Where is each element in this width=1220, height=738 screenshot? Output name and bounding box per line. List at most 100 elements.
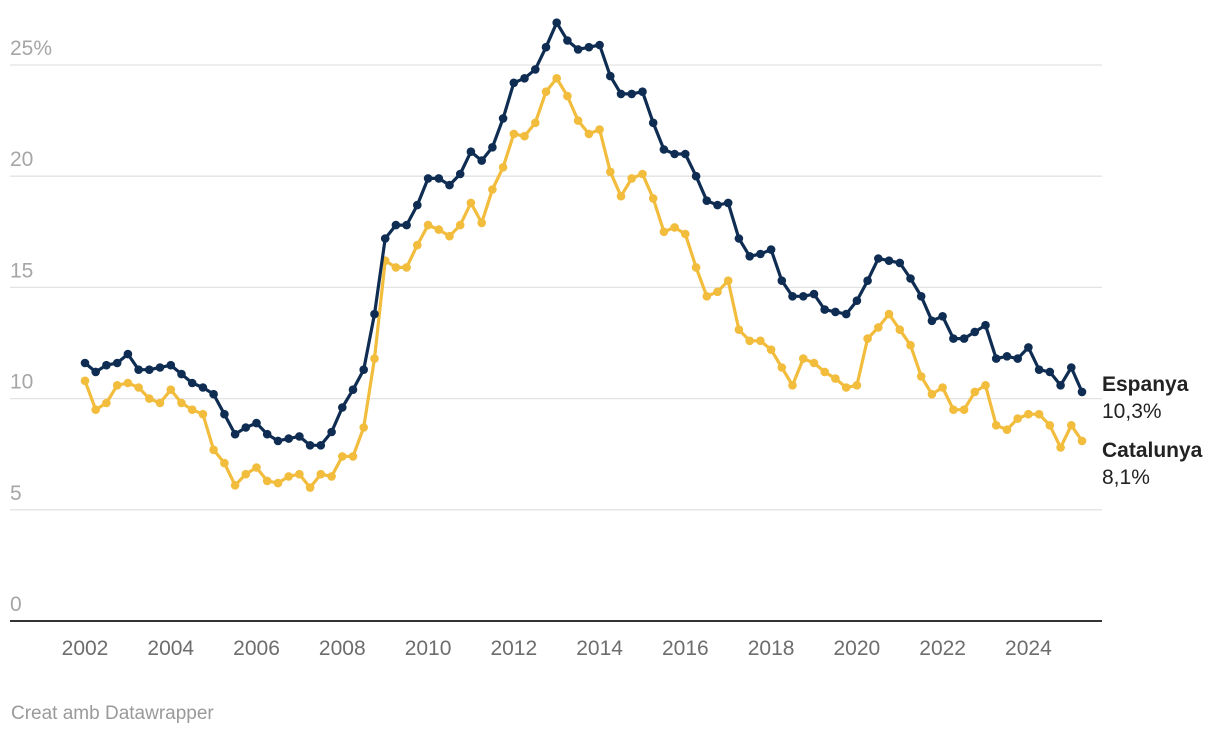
point-espanya-88[interactable] — [1024, 343, 1033, 352]
point-espanya-54[interactable] — [659, 145, 669, 154]
point-espanya-66[interactable] — [788, 292, 797, 301]
point-espanya-64[interactable] — [766, 245, 776, 254]
point-catalunya-67[interactable] — [799, 354, 808, 363]
point-catalunya-38[interactable] — [488, 185, 497, 194]
point-catalunya-30[interactable] — [402, 263, 411, 272]
point-espanya-51[interactable] — [627, 89, 636, 99]
point-catalunya-31[interactable] — [413, 240, 422, 250]
point-catalunya-65[interactable] — [777, 363, 787, 372]
point-catalunya-90[interactable] — [1045, 421, 1055, 430]
point-catalunya-51[interactable] — [627, 174, 636, 183]
point-catalunya-20[interactable] — [295, 469, 304, 479]
point-catalunya-60[interactable] — [723, 276, 733, 286]
point-catalunya-91[interactable] — [1056, 443, 1065, 452]
point-catalunya-75[interactable] — [884, 309, 894, 319]
point-catalunya-22[interactable] — [316, 469, 326, 479]
point-catalunya-73[interactable] — [863, 334, 872, 343]
point-espanya-52[interactable] — [638, 87, 647, 96]
point-espanya-24[interactable] — [338, 403, 347, 412]
point-espanya-68[interactable] — [809, 289, 819, 299]
point-espanya-28[interactable] — [380, 234, 390, 243]
point-espanya-23[interactable] — [327, 427, 336, 437]
point-espanya-25[interactable] — [348, 385, 358, 395]
point-catalunya-66[interactable] — [788, 381, 797, 390]
point-catalunya-78[interactable] — [916, 372, 926, 381]
point-catalunya-4[interactable] — [123, 378, 133, 388]
point-espanya-43[interactable] — [541, 42, 551, 52]
point-catalunya-34[interactable] — [445, 231, 454, 241]
point-espanya-45[interactable] — [563, 36, 572, 45]
point-espanya-49[interactable] — [606, 71, 615, 81]
point-catalunya-64[interactable] — [766, 345, 776, 355]
point-catalunya-32[interactable] — [423, 220, 433, 230]
point-espanya-30[interactable] — [402, 220, 411, 230]
point-catalunya-40[interactable] — [509, 129, 519, 139]
point-catalunya-47[interactable] — [584, 129, 594, 139]
point-catalunya-62[interactable] — [745, 336, 754, 346]
point-catalunya-41[interactable] — [520, 131, 529, 141]
point-espanya-9[interactable] — [177, 369, 186, 379]
point-catalunya-12[interactable] — [209, 445, 218, 455]
point-espanya-0[interactable] — [80, 358, 90, 368]
point-espanya-20[interactable] — [295, 432, 304, 441]
point-espanya-46[interactable] — [573, 45, 583, 54]
point-espanya-73[interactable] — [863, 276, 872, 286]
point-espanya-63[interactable] — [756, 249, 765, 259]
point-espanya-13[interactable] — [220, 409, 229, 419]
point-espanya-55[interactable] — [670, 149, 679, 159]
point-catalunya-74[interactable] — [874, 323, 883, 332]
point-espanya-36[interactable] — [466, 147, 476, 156]
point-catalunya-42[interactable] — [531, 118, 540, 128]
point-espanya-69[interactable] — [820, 305, 829, 314]
point-catalunya-39[interactable] — [498, 163, 508, 172]
point-espanya-8[interactable] — [166, 360, 176, 370]
point-catalunya-0[interactable] — [80, 376, 90, 386]
point-catalunya-43[interactable] — [541, 87, 551, 96]
point-espanya-70[interactable] — [831, 307, 840, 317]
point-catalunya-80[interactable] — [938, 383, 947, 392]
point-espanya-5[interactable] — [134, 365, 143, 375]
point-catalunya-44[interactable] — [552, 74, 561, 83]
point-espanya-32[interactable] — [423, 174, 433, 183]
point-espanya-82[interactable] — [959, 334, 969, 343]
point-espanya-11[interactable] — [198, 383, 208, 392]
point-espanya-76[interactable] — [895, 258, 905, 268]
point-catalunya-83[interactable] — [970, 387, 980, 397]
point-catalunya-86[interactable] — [1002, 425, 1012, 435]
point-espanya-31[interactable] — [413, 200, 422, 210]
point-espanya-81[interactable] — [949, 334, 958, 343]
point-espanya-17[interactable] — [262, 429, 272, 439]
point-espanya-79[interactable] — [927, 316, 937, 326]
point-catalunya-45[interactable] — [563, 91, 572, 101]
point-espanya-4[interactable] — [123, 349, 133, 359]
point-catalunya-89[interactable] — [1034, 409, 1044, 419]
point-catalunya-7[interactable] — [155, 398, 165, 408]
point-catalunya-29[interactable] — [391, 263, 401, 272]
point-catalunya-77[interactable] — [906, 340, 915, 350]
point-catalunya-3[interactable] — [112, 381, 122, 390]
point-catalunya-61[interactable] — [734, 325, 744, 335]
point-catalunya-50[interactable] — [616, 191, 626, 201]
point-espanya-44[interactable] — [552, 18, 561, 28]
point-catalunya-17[interactable] — [262, 476, 272, 486]
point-catalunya-70[interactable] — [831, 374, 840, 383]
point-catalunya-10[interactable] — [187, 405, 197, 415]
point-espanya-26[interactable] — [359, 365, 369, 375]
point-espanya-29[interactable] — [391, 220, 401, 230]
point-catalunya-68[interactable] — [809, 358, 819, 368]
point-espanya-93[interactable] — [1077, 387, 1087, 397]
point-espanya-2[interactable] — [102, 360, 111, 370]
point-catalunya-23[interactable] — [327, 472, 336, 481]
point-espanya-6[interactable] — [145, 365, 154, 375]
point-catalunya-55[interactable] — [670, 223, 679, 232]
point-catalunya-26[interactable] — [359, 423, 369, 432]
point-espanya-42[interactable] — [531, 65, 540, 74]
point-espanya-72[interactable] — [852, 296, 862, 306]
point-espanya-53[interactable] — [648, 118, 658, 128]
point-espanya-47[interactable] — [584, 42, 594, 52]
point-espanya-38[interactable] — [488, 143, 497, 152]
point-espanya-21[interactable] — [305, 441, 315, 450]
point-espanya-50[interactable] — [616, 89, 626, 99]
point-espanya-35[interactable] — [455, 169, 465, 179]
point-catalunya-81[interactable] — [949, 405, 958, 415]
